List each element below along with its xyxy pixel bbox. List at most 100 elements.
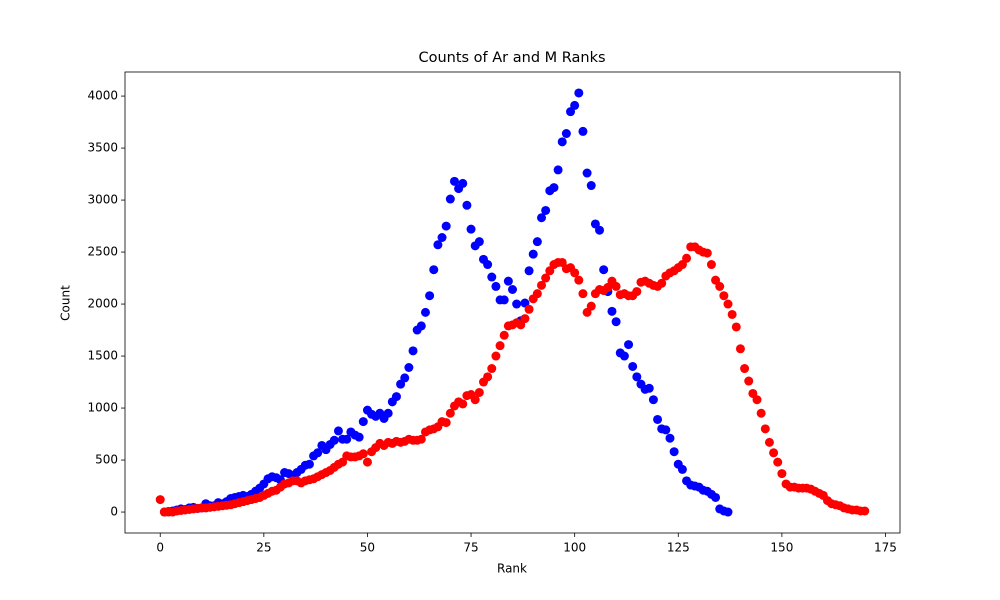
point [578,126,588,136]
point [553,165,563,175]
point [665,433,675,443]
point [537,280,547,290]
point [632,372,642,382]
point [669,447,679,457]
point [661,425,671,435]
point [557,137,567,147]
point [404,362,414,372]
point [532,289,542,299]
point [657,278,667,288]
y-tick-label: 1000 [87,401,118,415]
point [474,387,484,397]
point [358,417,368,427]
point [458,399,468,409]
point [677,464,687,474]
point [532,237,542,247]
point [586,301,596,311]
x-tick-label: 75 [463,541,478,555]
x-tick-label: 175 [874,541,897,555]
point [487,364,497,374]
point [586,181,596,191]
point [624,340,634,350]
point [599,265,609,275]
chart-title: Counts of Ar and M Ranks [418,50,605,66]
point [524,304,534,314]
point [491,351,501,361]
point [561,129,571,139]
point [433,240,443,250]
point [462,200,472,210]
point [537,213,547,223]
point [735,344,745,354]
point [487,272,497,282]
point [528,249,538,259]
point [358,449,368,459]
point [777,469,787,479]
y-tick-label: 1500 [87,349,118,363]
point [773,457,783,467]
x-tick-label: 125 [667,541,690,555]
point [416,434,426,444]
x-tick-label: 100 [563,541,586,555]
point [582,168,592,178]
x-axis-label: Rank [497,562,527,576]
point [702,248,712,258]
point [449,176,459,186]
point [458,178,468,188]
point [760,424,770,434]
point [727,309,737,319]
point [391,392,401,402]
point [483,260,493,270]
point [445,408,455,418]
point [541,273,551,283]
point [570,100,580,110]
point [595,225,605,235]
point [578,289,588,299]
y-tick-label: 2500 [87,245,118,259]
point [483,372,493,382]
point [628,361,638,371]
y-tick-label: 2000 [87,297,118,311]
point [648,395,658,405]
point [400,373,410,383]
point [574,88,584,98]
point [383,408,393,418]
point [723,299,733,309]
point [441,221,451,231]
point [619,351,629,361]
point [466,224,476,234]
point [495,341,505,351]
point [304,459,314,469]
y-tick-label: 3500 [87,141,118,155]
point [632,287,642,297]
point [541,205,551,215]
point [574,275,584,285]
point [429,265,439,275]
point [752,395,762,405]
point [441,418,451,428]
point [524,266,534,276]
point [512,299,522,309]
point [503,276,513,286]
x-tick-label: 50 [360,541,375,555]
point [769,448,779,458]
point [723,507,733,517]
point [644,383,654,393]
plot-frame [124,71,901,534]
point [416,321,426,331]
point [764,437,774,447]
point [715,281,725,291]
point [611,281,621,291]
point [756,408,766,418]
x-tick-label: 25 [256,541,271,555]
point [653,414,663,424]
point [682,253,692,263]
point [570,268,580,278]
point [499,330,509,340]
y-tick-label: 3000 [87,193,118,207]
y-axis-label: Count [59,285,73,321]
x-tick-label: 0 [156,541,164,555]
point [549,183,559,193]
point [491,281,501,291]
point [313,448,323,458]
